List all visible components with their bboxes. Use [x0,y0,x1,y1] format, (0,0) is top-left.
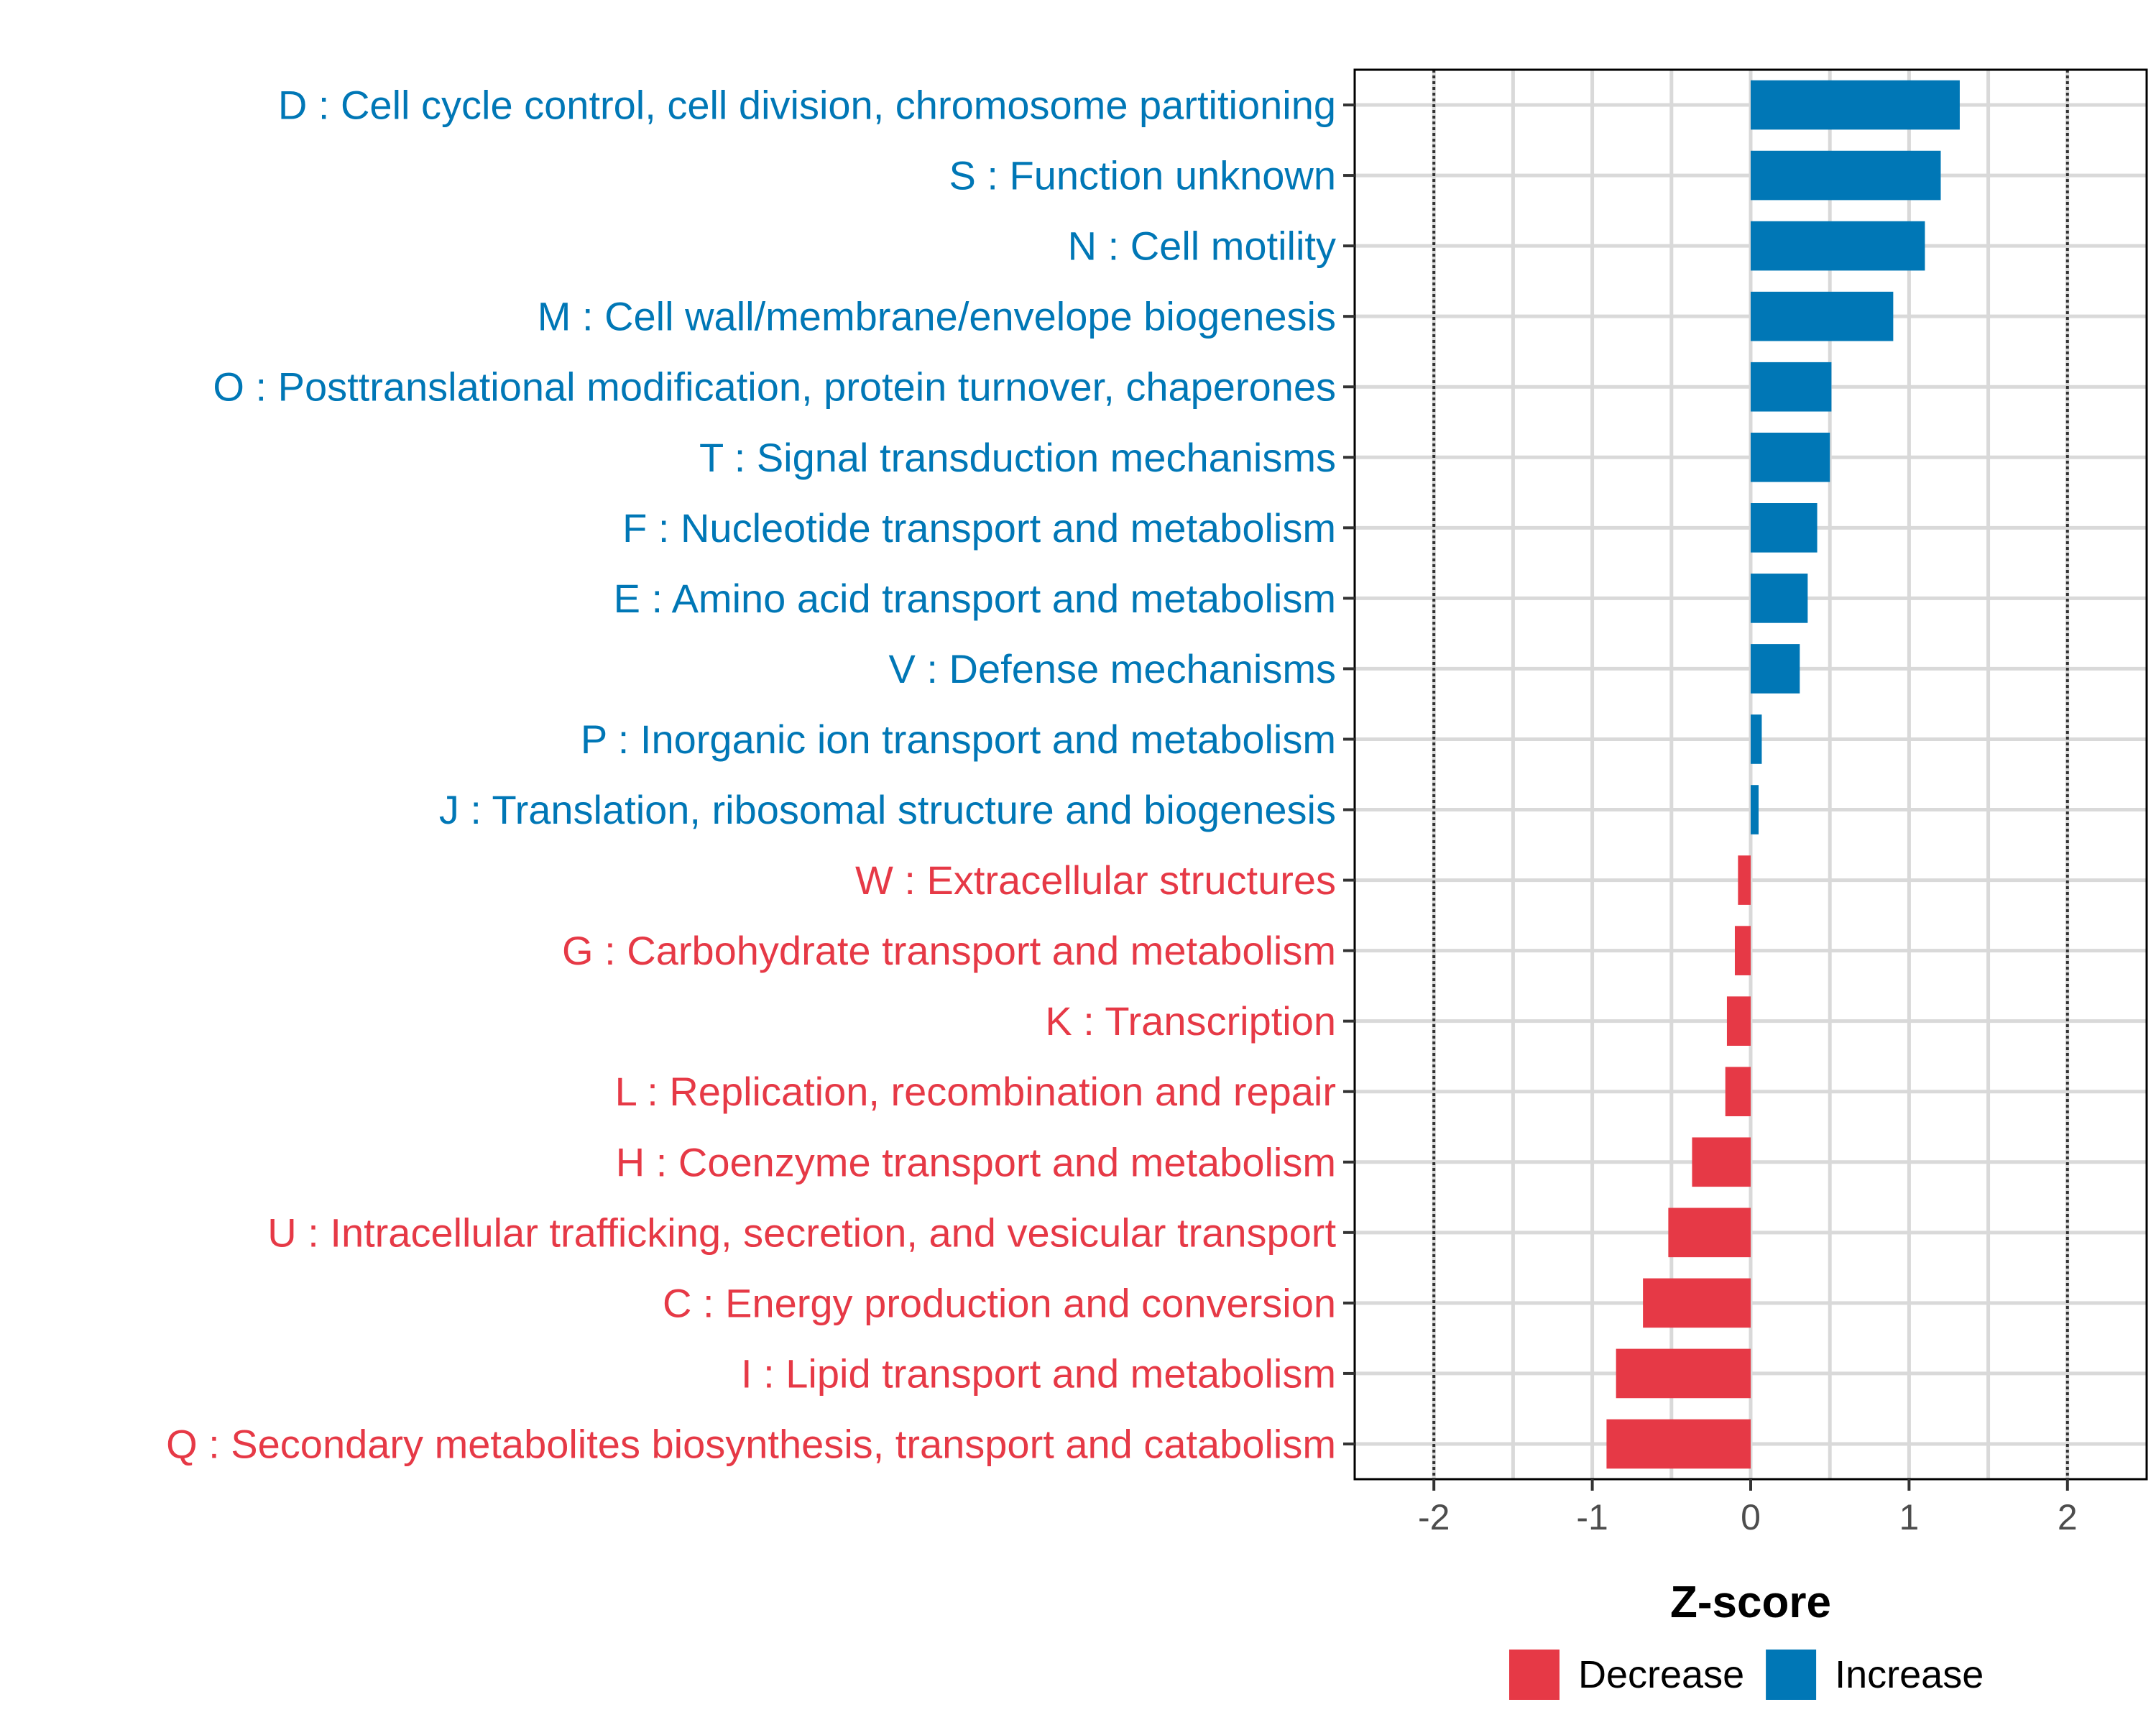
bar [1751,362,1832,412]
reference-lines [1432,70,2069,1479]
legend-swatch [1509,1650,1560,1700]
category-label: O : Posttranslational modification, prot… [213,364,1336,410]
bar [1606,1419,1751,1469]
bar [1751,574,1808,623]
bars [1606,80,1960,1469]
category-label: J : Translation, ribosomal structure and… [439,787,1336,832]
category-label: T : Signal transduction mechanisms [699,435,1336,480]
bar [1751,221,1925,271]
category-labels: D : Cell cycle control, cell division, c… [166,83,1336,1467]
bar [1751,80,1960,130]
category-label: W : Extracellular structures [855,857,1336,903]
bar [1726,996,1751,1046]
bar [1668,1208,1751,1258]
x-axis-title: Z-score [1670,1578,1831,1627]
category-label: F : Nucleotide transport and metabolism [622,505,1336,551]
bar [1751,291,1894,341]
category-label: S : Function unknown [949,153,1336,198]
grid-layer [1355,70,2147,1479]
category-label: U : Intracellular trafficking, secretion… [267,1210,1336,1255]
bar [1751,150,1941,201]
x-axis-ticks: -2 -1 0 1 2 [1418,1479,2078,1537]
category-label: V : Defense mechanisms [889,646,1336,691]
category-label: Q : Secondary metabolites biosynthesis, … [166,1421,1336,1466]
category-label: M : Cell wall/membrane/envelope biogenes… [538,294,1336,339]
bar [1751,432,1830,482]
bar [1734,926,1751,975]
legend-swatch [1766,1650,1817,1700]
bar [1643,1278,1751,1328]
bar [1751,785,1759,834]
x-tick-label: 0 [1741,1497,1761,1537]
bar [1725,1067,1751,1117]
category-label: L : Replication, recombination and repai… [615,1069,1336,1114]
category-label: N : Cell motility [1068,224,1336,269]
bar [1751,503,1818,553]
y-axis-ticks [1343,104,1355,1445]
category-label: H : Coenzyme transport and metabolism [616,1139,1336,1184]
bar [1751,714,1762,764]
bar [1738,855,1751,905]
bar [1692,1137,1751,1187]
category-label: C : Energy production and conversion [663,1280,1336,1325]
x-tick-label: -1 [1576,1497,1608,1537]
bar [1616,1348,1751,1399]
category-label: D : Cell cycle control, cell division, c… [278,83,1336,128]
legend-label: Decrease [1578,1653,1744,1696]
x-tick-label: 1 [1899,1497,1919,1537]
category-label: G : Carbohydrate transport and metabolis… [562,928,1336,973]
x-tick-label: -2 [1418,1497,1450,1537]
category-label: E : Amino acid transport and metabolism [614,576,1336,621]
legend: Decrease Increase [1509,1650,1984,1700]
category-label: I : Lipid transport and metabolism [741,1351,1336,1396]
category-label: K : Transcription [1045,998,1336,1044]
x-tick-label: 2 [2058,1497,2078,1537]
bar [1751,644,1800,694]
category-label: P : Inorganic ion transport and metaboli… [581,717,1336,762]
legend-label: Increase [1835,1653,1984,1696]
